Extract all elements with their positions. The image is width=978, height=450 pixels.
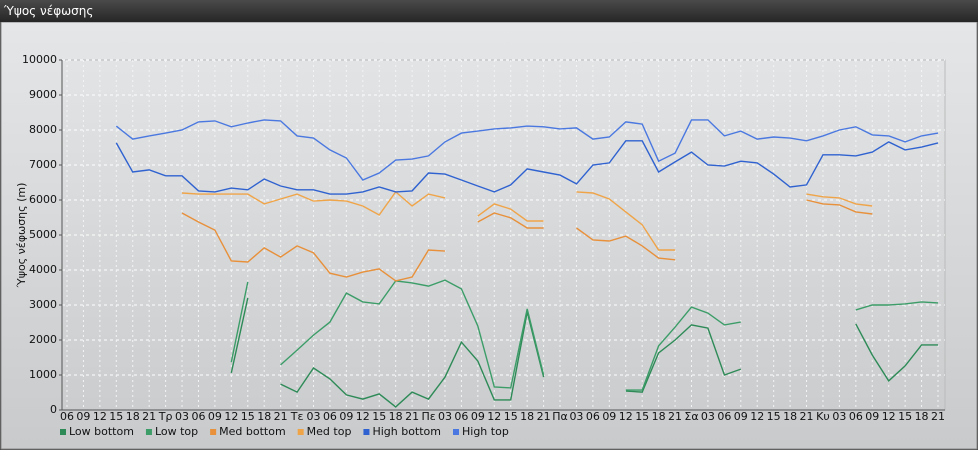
y-axis-label: Ύψος νέφωσης (m) xyxy=(15,183,28,289)
x-tick-label: 15 xyxy=(241,410,255,423)
x-tick-label: 06 xyxy=(60,410,74,423)
x-tick-label: 18 xyxy=(652,410,666,423)
x-tick-label: 15 xyxy=(767,410,781,423)
series-line xyxy=(181,199,873,282)
legend-label: High bottom xyxy=(372,425,441,438)
legend-label: High top xyxy=(462,425,509,438)
x-tick-label: 18 xyxy=(126,410,140,423)
x-tick-label: 12 xyxy=(93,410,107,423)
x-tick-label: 03 xyxy=(701,410,715,423)
series-line xyxy=(230,297,938,408)
y-tick-label: 9000 xyxy=(29,88,57,101)
x-tick-label: 03 xyxy=(175,410,189,423)
x-tick-label: 12 xyxy=(619,410,633,423)
x-tick-label: 09 xyxy=(76,410,90,423)
x-tick-label: 15 xyxy=(635,410,649,423)
x-tick-label: 09 xyxy=(471,410,485,423)
x-tick-label: Σα xyxy=(684,410,698,423)
x-tick-label: 03 xyxy=(307,410,321,423)
x-tick-label: 06 xyxy=(454,410,468,423)
x-tick-label: 09 xyxy=(734,410,748,423)
x-tick-label: 06 xyxy=(191,410,205,423)
x-tick-label: 18 xyxy=(520,410,534,423)
x-tick-label: 06 xyxy=(323,410,337,423)
y-tick-label: 0 xyxy=(50,403,57,416)
x-tick-label: 03 xyxy=(832,410,846,423)
x-tick-label: Πε xyxy=(421,410,435,423)
x-tick-label: 12 xyxy=(487,410,501,423)
x-tick-label: 12 xyxy=(882,410,896,423)
chart: Ύψος νέφωσης (m) 0 1000 2000 3000 4000 5000 60… xyxy=(0,22,978,450)
x-tick-label: Πα xyxy=(552,410,568,423)
legend-swatch xyxy=(453,429,459,435)
y-tick-label: 3000 xyxy=(29,298,57,311)
x-tick-label: 15 xyxy=(372,410,386,423)
legend-swatch xyxy=(297,429,304,435)
x-tick-label: 06 xyxy=(717,410,731,423)
x-tick-label: 06 xyxy=(586,410,600,423)
x-tick-label: 09 xyxy=(208,410,222,423)
x-tick-label: 03 xyxy=(569,410,583,423)
x-tick-label: 18 xyxy=(915,410,929,423)
legend-swatch xyxy=(210,429,217,435)
legend-swatch xyxy=(145,429,152,435)
x-tick-label: 15 xyxy=(504,410,518,423)
x-tick-label: Τρ xyxy=(158,410,173,423)
x-tick-label: 06 xyxy=(849,410,863,423)
series-line xyxy=(115,119,939,181)
x-tick-label: 15 xyxy=(898,410,912,423)
y-tick-label: 1000 xyxy=(29,368,57,381)
y-tick-label: 4000 xyxy=(29,263,57,276)
window-title: Ύψος νέφωσης xyxy=(4,4,94,18)
x-tick-label: 03 xyxy=(438,410,452,423)
x-tick-label: 21 xyxy=(537,410,551,423)
x-tick-label: 21 xyxy=(668,410,682,423)
x-tick-label: 21 xyxy=(405,410,419,423)
x-tick-label: 18 xyxy=(783,410,797,423)
x-tick-label: 21 xyxy=(142,410,156,423)
series-line xyxy=(181,190,873,251)
x-tick-label: 21 xyxy=(274,410,288,423)
x-tick-label: 18 xyxy=(389,410,403,423)
legend-label: Low bottom xyxy=(69,425,134,438)
x-tick-label: 21 xyxy=(800,410,814,423)
x-tick-label: Κυ xyxy=(816,410,830,423)
y-tick-label: 2000 xyxy=(29,333,57,346)
series-line xyxy=(115,140,939,195)
x-tick-label: 09 xyxy=(339,410,353,423)
legend-swatch xyxy=(60,429,66,435)
x-tick-label: 18 xyxy=(257,410,271,423)
series-line xyxy=(230,279,939,391)
legend-swatch xyxy=(363,429,370,435)
x-tick-label: Τε xyxy=(290,410,304,423)
window-title-bar: Ύψος νέφωσης xyxy=(0,0,978,22)
legend-label: Low top xyxy=(155,425,198,438)
x-tick-label: 21 xyxy=(931,410,945,423)
y-tick-label: 6000 xyxy=(29,193,57,206)
y-tick-label: 10000 xyxy=(22,53,57,66)
x-tick-label: 09 xyxy=(865,410,879,423)
x-tick-label: 15 xyxy=(109,410,123,423)
legend-label: Med bottom xyxy=(219,425,286,438)
x-tick-label: 12 xyxy=(224,410,238,423)
x-tick-label: 12 xyxy=(356,410,370,423)
x-tick-label: 12 xyxy=(750,410,764,423)
y-tick-label: 7000 xyxy=(29,158,57,171)
x-tick-label: 09 xyxy=(602,410,616,423)
y-tick-label: 8000 xyxy=(29,123,57,136)
y-tick-label: 5000 xyxy=(29,228,57,241)
legend-label: Med top xyxy=(307,425,352,438)
